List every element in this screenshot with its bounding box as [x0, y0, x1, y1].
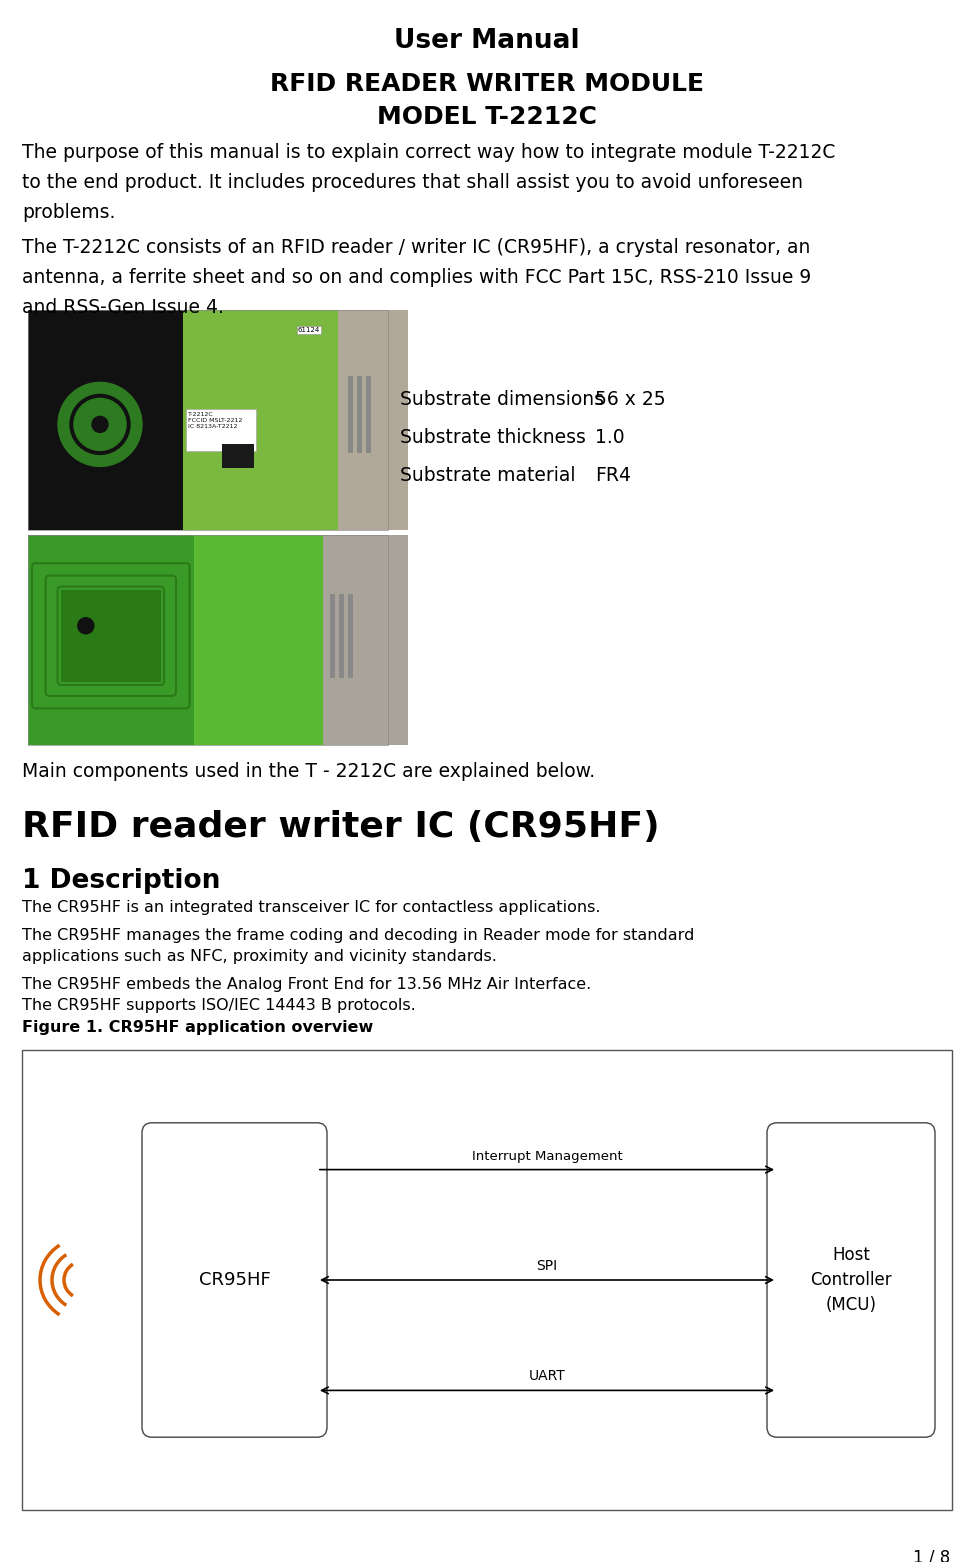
Bar — [186, 409, 256, 451]
Bar — [337, 309, 408, 530]
Bar — [28, 309, 388, 530]
Text: User Manual: User Manual — [394, 28, 580, 55]
Text: MODEL T-2212C: MODEL T-2212C — [377, 105, 597, 130]
Text: The CR95HF is an integrated transceiver IC for contactless applications.: The CR95HF is an integrated transceiver … — [22, 900, 601, 915]
Text: The purpose of this manual is to explain correct way how to integrate module T-2: The purpose of this manual is to explain… — [22, 144, 836, 162]
Bar — [339, 594, 344, 678]
Text: 1 Description: 1 Description — [22, 868, 220, 893]
Text: T-2212C
FCCID MSLT-2212
IC 8213A-T2212: T-2212C FCCID MSLT-2212 IC 8213A-T2212 — [188, 412, 243, 428]
Text: Host
Controller
(MCU): Host Controller (MCU) — [810, 1246, 892, 1314]
Bar — [222, 445, 254, 469]
Bar — [323, 536, 403, 745]
Text: UART: UART — [528, 1370, 566, 1384]
Text: and RSS-Gen Issue 4.: and RSS-Gen Issue 4. — [22, 298, 224, 317]
Bar — [182, 309, 337, 530]
Bar — [28, 536, 388, 745]
Text: Substrate thickness: Substrate thickness — [400, 428, 586, 447]
Bar — [22, 1050, 952, 1510]
Bar — [28, 309, 388, 530]
Text: Substrate dimensions: Substrate dimensions — [400, 390, 604, 409]
Text: applications such as NFC, proximity and vicinity standards.: applications such as NFC, proximity and … — [22, 950, 497, 964]
Bar — [358, 376, 363, 453]
Text: The CR95HF embeds the Analog Front End for 13.56 MHz Air Interface.: The CR95HF embeds the Analog Front End f… — [22, 976, 591, 992]
Bar — [28, 309, 182, 530]
Text: to the end product. It includes procedures that shall assist you to avoid unfore: to the end product. It includes procedur… — [22, 173, 803, 192]
Text: FR4: FR4 — [595, 465, 631, 484]
Bar — [60, 590, 161, 681]
Text: 61124: 61124 — [298, 326, 320, 333]
FancyBboxPatch shape — [142, 1123, 327, 1437]
Text: CR95HF: CR95HF — [199, 1271, 270, 1289]
Text: Figure 1. CR95HF application overview: Figure 1. CR95HF application overview — [22, 1020, 373, 1036]
Circle shape — [74, 398, 126, 450]
Bar — [331, 594, 335, 678]
Circle shape — [58, 383, 142, 467]
Text: Main components used in the T - 2212C are explained below.: Main components used in the T - 2212C ar… — [22, 762, 595, 781]
Text: Interrupt Management: Interrupt Management — [472, 1150, 622, 1162]
Text: 1 / 8: 1 / 8 — [913, 1548, 950, 1562]
Text: The CR95HF supports ISO/IEC 14443 B protocols.: The CR95HF supports ISO/IEC 14443 B prot… — [22, 998, 415, 1014]
FancyBboxPatch shape — [767, 1123, 935, 1437]
Bar — [348, 376, 353, 453]
Text: 56 x 25: 56 x 25 — [595, 390, 666, 409]
Text: antenna, a ferrite sheet and so on and complies with FCC Part 15C, RSS-210 Issue: antenna, a ferrite sheet and so on and c… — [22, 269, 811, 287]
Text: SPI: SPI — [536, 1259, 558, 1273]
Bar — [367, 376, 371, 453]
Text: 1.0: 1.0 — [595, 428, 625, 447]
Circle shape — [70, 394, 130, 455]
Text: problems.: problems. — [22, 203, 115, 222]
Text: The T-2212C consists of an RFID reader / writer IC (CR95HF), a crystal resonator: The T-2212C consists of an RFID reader /… — [22, 237, 810, 258]
Bar — [28, 536, 323, 745]
Bar — [28, 536, 408, 745]
Bar — [194, 536, 323, 745]
Bar — [348, 594, 353, 678]
Text: Substrate material: Substrate material — [400, 465, 575, 484]
Text: RFID reader writer IC (CR95HF): RFID reader writer IC (CR95HF) — [22, 811, 660, 843]
Circle shape — [78, 619, 94, 634]
Text: RFID READER WRITER MODULE: RFID READER WRITER MODULE — [270, 72, 704, 95]
Circle shape — [92, 417, 108, 433]
Text: The CR95HF manages the frame coding and decoding in Reader mode for standard: The CR95HF manages the frame coding and … — [22, 928, 694, 943]
